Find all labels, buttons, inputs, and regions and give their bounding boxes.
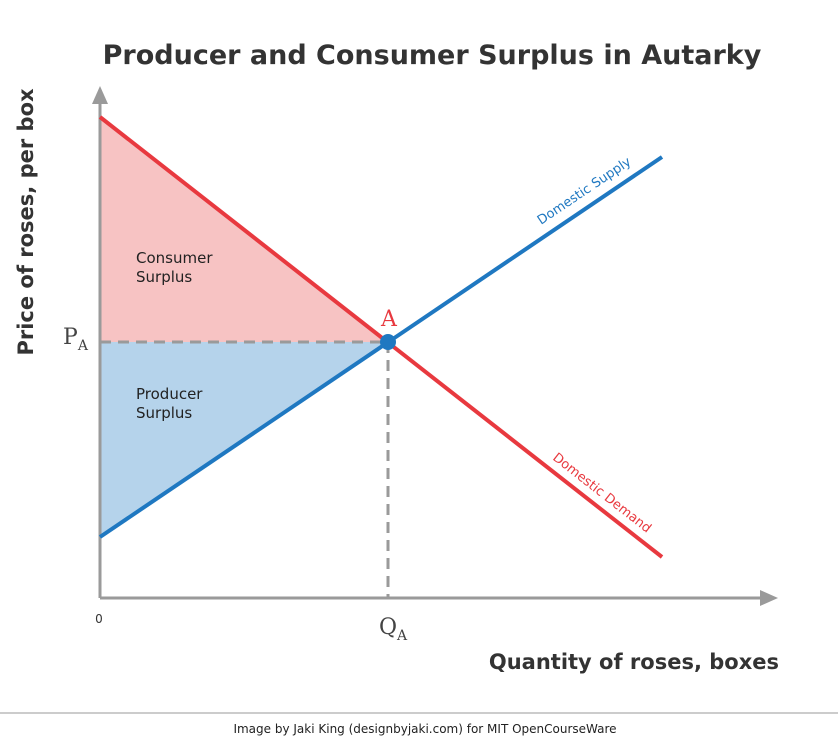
x-axis-arrow — [760, 590, 778, 606]
price-label-sub: A — [77, 338, 89, 354]
producer-surplus-label-line1: Producer — [136, 385, 203, 403]
supply-curve — [98, 155, 664, 539]
quantity-label-main: Q — [379, 615, 397, 640]
supply-curve-label: Domestic Supply — [535, 154, 635, 228]
price-label: PA — [63, 325, 89, 354]
quantity-label-sub: A — [396, 628, 408, 644]
image-credit: Image by Jaki King (designbyjaki.com) fo… — [233, 722, 616, 736]
producer-surplus-label-line2: Surplus — [136, 404, 192, 422]
y-axis-arrow — [92, 86, 108, 104]
demand-curve — [98, 115, 664, 559]
equilibrium-point — [380, 334, 396, 350]
origin-label: 0 — [95, 612, 103, 626]
demand-curve-label: Domestic Demand — [550, 450, 654, 536]
price-label-main: P — [63, 325, 78, 350]
consumer-surplus-label-line2: Surplus — [136, 268, 192, 286]
quantity-label: QA — [379, 615, 408, 644]
x-axis-title: Quantity of roses, boxes — [489, 650, 779, 674]
equilibrium-label: A — [380, 307, 398, 332]
y-axis-title: Price of roses, per box — [14, 88, 38, 356]
consumer-surplus-label-line1: Consumer — [136, 249, 213, 267]
chart-title: Producer and Consumer Surplus in Autarky — [103, 40, 762, 71]
